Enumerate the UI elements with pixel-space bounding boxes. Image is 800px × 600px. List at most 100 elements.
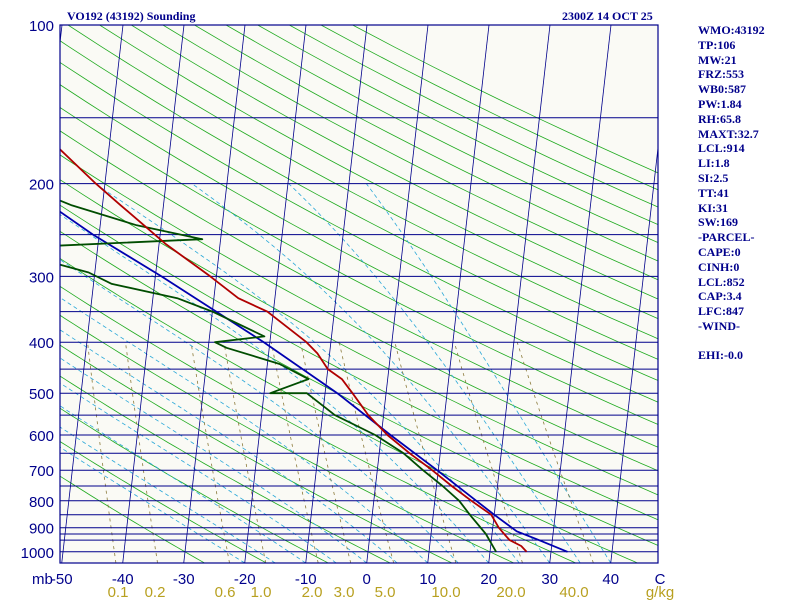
index-item: TP:106 xyxy=(698,37,736,52)
pressure-tick-label: 100 xyxy=(29,18,54,35)
station-title: VO192 (43192) Sounding xyxy=(67,9,196,23)
isotherm xyxy=(488,25,551,563)
dry-adiabat xyxy=(60,130,658,448)
mixing-ratio-line xyxy=(223,342,267,563)
pressure-tick-label: 800 xyxy=(29,494,54,511)
isotherm xyxy=(61,25,124,563)
dry-adiabat xyxy=(60,441,267,563)
temperature-tick-label: 20 xyxy=(480,571,497,588)
parcel-line xyxy=(60,210,568,553)
dry-adiabat xyxy=(67,25,658,340)
index-item: SW:169 xyxy=(698,215,739,230)
moist-adiabat xyxy=(288,183,581,563)
index-item: RH:65.8 xyxy=(698,111,741,126)
moist-adiabat xyxy=(365,183,612,563)
pressure-tick-label: 600 xyxy=(29,428,54,445)
index-item: CAPE:0 xyxy=(698,244,741,259)
index-item: CAP:3.4 xyxy=(698,289,742,304)
temperature-tick-label: -40 xyxy=(112,571,134,588)
dry-adiabat xyxy=(162,25,658,281)
mixing-ratio-label: 5.0 xyxy=(375,584,396,600)
temperature-tick-label: -30 xyxy=(173,571,195,588)
dry-adiabat xyxy=(194,25,658,262)
dry-adiabat xyxy=(60,258,638,563)
pressure-tick-label: 900 xyxy=(29,521,54,538)
moist-adiabat xyxy=(60,382,337,563)
pressure-unit-label: mb xyxy=(32,571,53,588)
temperature-line xyxy=(60,148,528,553)
moist-adiabat xyxy=(60,259,459,563)
temperature-tick-label: 10 xyxy=(419,571,436,588)
temperature-tick-label: -20 xyxy=(234,571,256,588)
temperature-tick-label: 30 xyxy=(541,571,558,588)
moist-adiabat xyxy=(60,329,398,563)
index-item: SI:2.5 xyxy=(698,170,729,185)
indices-list: WMO:43192 TP:106 MW:21 FRZ:553 WB0:587 PW:1.8… xyxy=(698,23,765,363)
moist-adiabat xyxy=(60,405,306,563)
dry-adiabat xyxy=(60,475,205,563)
index-item: LCL:914 xyxy=(698,141,745,156)
mixing-ratio-label: 0.2 xyxy=(145,584,166,600)
temperature-tick-label: 40 xyxy=(602,571,619,588)
dry-adiabat xyxy=(60,344,453,563)
mixing-ratio-label: 3.0 xyxy=(334,584,355,600)
index-item: CINH:0 xyxy=(698,259,740,274)
index-item: MW:21 xyxy=(698,52,737,67)
mixing-ratio-line xyxy=(87,342,117,563)
plot-frame xyxy=(59,24,659,564)
index-item: LFC:847 xyxy=(698,304,744,319)
isotherm xyxy=(0,25,1,563)
moist-adiabat xyxy=(60,214,490,563)
isotherm xyxy=(305,25,368,563)
sounding-time: 2300Z 14 OCT 25 xyxy=(562,9,653,23)
mixing-ratio-label: 1.0 xyxy=(251,584,272,600)
dry-adiabat xyxy=(60,230,658,546)
isotherm xyxy=(549,25,612,563)
index-item: TT:41 xyxy=(698,185,730,200)
dry-adiabat xyxy=(225,25,658,244)
index-item: LCL:852 xyxy=(698,274,745,289)
dry-adiabat xyxy=(60,407,329,563)
mixing-ratio-label: 10.0 xyxy=(431,584,460,600)
moist-adiabat xyxy=(191,183,551,563)
isotherm xyxy=(122,25,185,563)
pressure-tick-label: 1000 xyxy=(21,545,54,562)
mixing-ratio-unit-label: g/kg xyxy=(646,584,674,600)
isotherm xyxy=(60,25,63,47)
isotherm xyxy=(610,144,658,563)
dewpoint-line xyxy=(60,199,497,553)
pressure-tick-label: 200 xyxy=(29,177,54,194)
temperature-unit-label: C xyxy=(655,571,666,588)
index-item: PW:1.84 xyxy=(698,96,742,111)
mixing-ratio-line xyxy=(516,342,594,563)
index-item: -WIND- xyxy=(698,318,740,333)
dry-adiabat xyxy=(60,61,658,381)
mixing-ratio-label: 0.1 xyxy=(108,584,129,600)
index-item: MAXT:32.7 xyxy=(698,126,759,141)
mixing-ratio-line xyxy=(270,342,319,563)
mixing-ratio-label: 2.0 xyxy=(302,584,323,600)
dry-adiabat xyxy=(60,375,391,563)
index-item: LI:1.8 xyxy=(698,156,730,171)
moist-adiabat xyxy=(60,297,428,563)
isotherm xyxy=(427,25,490,563)
plot-background xyxy=(60,25,658,563)
index-item: WMO:43192 xyxy=(698,23,765,37)
pressure-tick-label: 500 xyxy=(29,386,54,403)
pressure-tick-label: 400 xyxy=(29,335,54,352)
isotherm xyxy=(183,25,246,563)
dry-adiabat xyxy=(60,106,658,425)
isotherm xyxy=(366,25,429,563)
isotherm xyxy=(244,25,307,563)
dry-adiabat xyxy=(60,285,576,563)
dry-adiabat xyxy=(60,314,514,563)
temperature-tick-label: -50 xyxy=(51,571,73,588)
mixing-ratio-label: 0.6 xyxy=(215,584,236,600)
mixing-ratio-label: 20.0 xyxy=(496,584,525,600)
mixing-ratio-line xyxy=(190,342,230,563)
temperature-tick-label: -10 xyxy=(295,571,317,588)
index-item: EHI:-0.0 xyxy=(698,347,743,362)
temperature-tick-label: 0 xyxy=(363,571,371,588)
mixing-ratio-line xyxy=(125,342,158,563)
